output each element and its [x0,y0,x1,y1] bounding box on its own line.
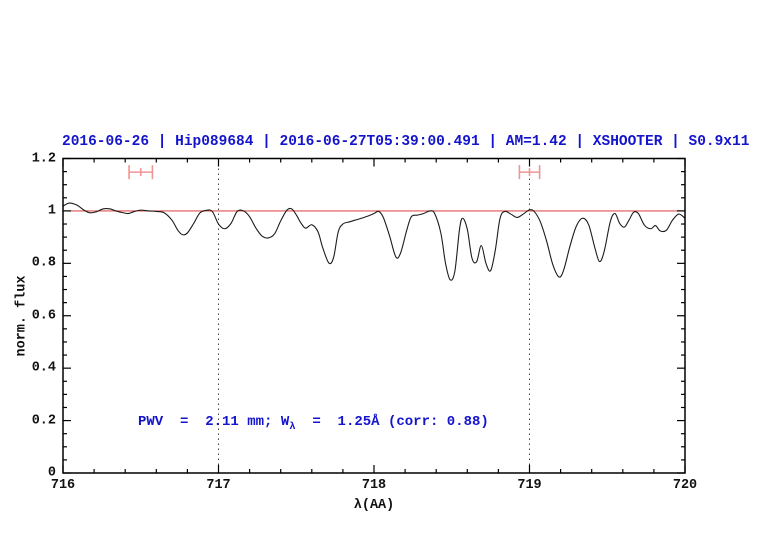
y-tick-label: 0.8 [31,255,56,271]
y-tick-label: 0.6 [31,308,56,324]
pwv-annotation: PWV = 2.11 mm; Wλ = 1.25Å (corr: 0.88) [138,414,489,433]
y-tick-label: 0.2 [31,413,56,429]
x-tick-label: 719 [517,478,542,493]
x-tick-label: 718 [361,478,387,493]
y-tick-label: 0.4 [31,360,56,376]
plot-title: 2016-06-26 | Hip089684 | 2016-06-27T05:3… [62,134,750,150]
error-bar [518,165,541,180]
pwv-annotation-sub: λ [289,420,296,433]
x-tick-label: 716 [50,478,76,493]
y-tick-label: 1 [47,203,56,219]
y-tick-label: 1.2 [31,151,56,166]
x-tick-label: 717 [206,478,231,493]
spectrum-curve [62,202,686,281]
x-tick-label: 720 [672,478,698,493]
x-axis-label: λ(AA) [353,498,395,513]
y-axis-label: norm. flux [14,275,30,357]
pwv-annotation-pre: PWV = 2.11 mm; W [138,414,290,430]
y-tick-label: 0 [47,465,56,481]
pwv-annotation-post: = 1.25Å (corr: 0.88) [295,414,489,430]
error-bar [128,165,154,180]
